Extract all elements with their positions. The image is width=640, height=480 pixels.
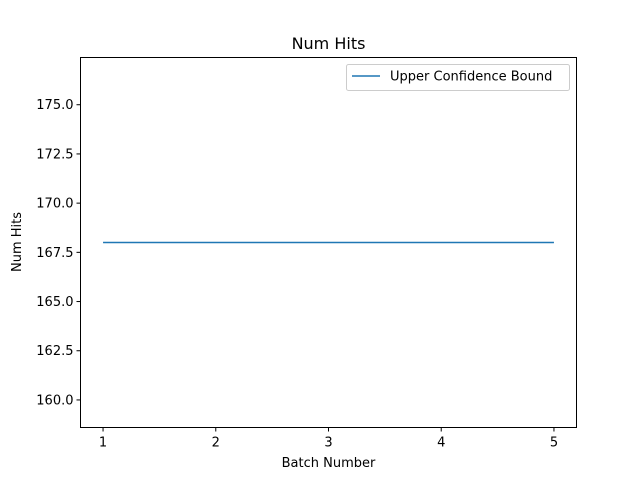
y-tick-label: 160.0 — [36, 393, 73, 408]
legend-box — [346, 64, 570, 91]
x-tick-label: 3 — [324, 436, 332, 451]
y-tick-label: 175.0 — [36, 98, 73, 113]
y-tick-label: 165.0 — [36, 295, 73, 310]
y-axis-ticks: 160.0 162.5 165.0 167.5 170.0 172.5 175.0 — [36, 98, 81, 408]
x-tick-label: 1 — [99, 436, 107, 451]
x-axis-label: Batch Number — [282, 456, 376, 471]
y-tick-label: 170.0 — [36, 197, 73, 212]
chart-title: Num Hits — [292, 34, 366, 53]
legend-label-series-1: Upper Confidence Bound — [390, 70, 552, 85]
x-axis-ticks: 1 2 3 4 5 — [99, 427, 558, 451]
y-axis-label: Num Hits — [10, 212, 25, 272]
x-tick-label: 5 — [550, 436, 558, 451]
y-tick-label: 167.5 — [36, 246, 73, 261]
x-tick-label: 4 — [437, 436, 445, 451]
y-tick-label: 172.5 — [36, 147, 73, 162]
legend: Upper Confidence Bound — [346, 64, 570, 91]
x-tick-label: 2 — [212, 436, 220, 451]
y-tick-label: 162.5 — [36, 344, 73, 359]
